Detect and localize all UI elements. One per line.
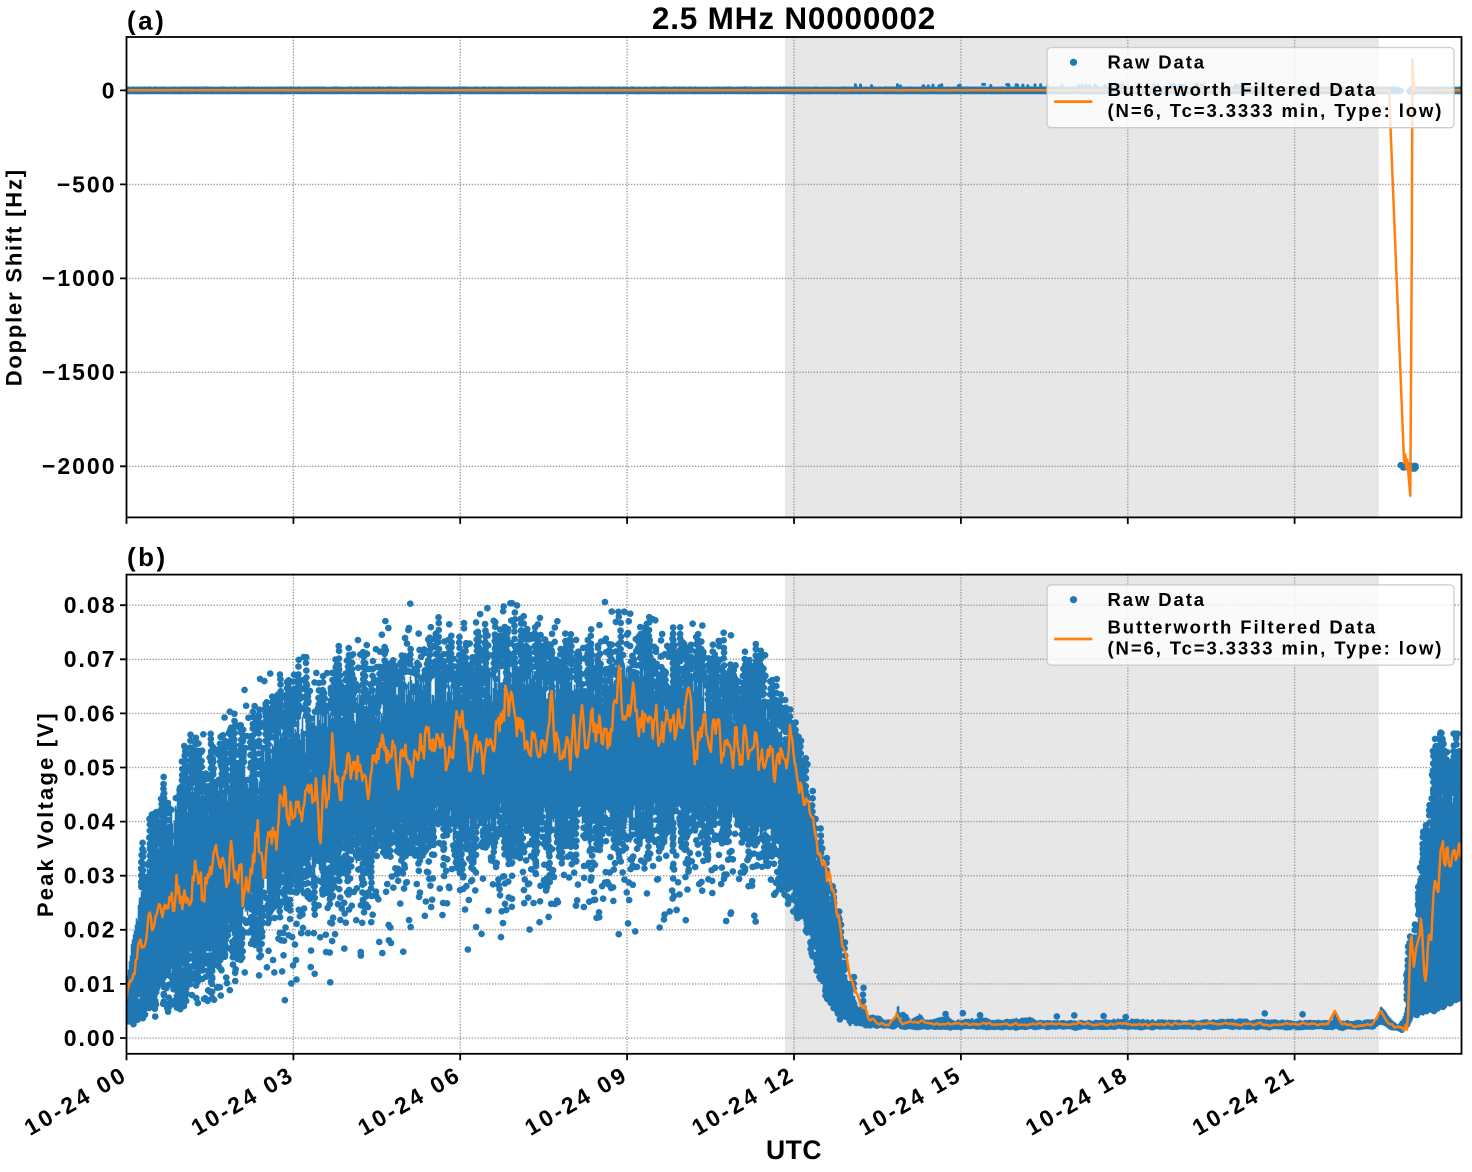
svg-text:0.07: 0.07 xyxy=(64,646,117,672)
svg-text:Raw Data: Raw Data xyxy=(1108,589,1206,610)
svg-text:−1500: −1500 xyxy=(42,359,117,385)
svg-text:(N=6, Tc=3.3333 min, Type: low: (N=6, Tc=3.3333 min, Type: low) xyxy=(1108,100,1444,121)
svg-text:0.04: 0.04 xyxy=(64,809,117,835)
svg-text:Raw Data: Raw Data xyxy=(1108,52,1206,73)
svg-text:Doppler Shift [Hz]: Doppler Shift [Hz] xyxy=(2,168,27,386)
svg-text:0.01: 0.01 xyxy=(64,971,117,997)
svg-text:2.5 MHz N0000002: 2.5 MHz N0000002 xyxy=(652,0,936,36)
svg-text:−2000: −2000 xyxy=(42,453,117,479)
svg-text:−500: −500 xyxy=(57,171,117,197)
svg-text:0.08: 0.08 xyxy=(64,592,117,618)
svg-text:Butterworth Filtered Data: Butterworth Filtered Data xyxy=(1108,79,1378,100)
svg-text:0.02: 0.02 xyxy=(64,917,117,943)
svg-text:(N=6, Tc=3.3333 min, Type: low: (N=6, Tc=3.3333 min, Type: low) xyxy=(1108,637,1444,658)
svg-text:0.05: 0.05 xyxy=(64,754,117,780)
svg-text:−1000: −1000 xyxy=(42,265,117,291)
svg-text:Butterworth Filtered Data: Butterworth Filtered Data xyxy=(1108,616,1378,637)
svg-text:0.00: 0.00 xyxy=(64,1025,117,1051)
svg-text:(a): (a) xyxy=(127,6,166,36)
svg-text:UTC: UTC xyxy=(766,1135,822,1165)
svg-text:0.03: 0.03 xyxy=(64,863,117,889)
svg-text:0: 0 xyxy=(102,77,117,103)
svg-text:0.06: 0.06 xyxy=(64,700,117,726)
svg-text:Peak Voltage [V]: Peak Voltage [V] xyxy=(33,711,58,917)
svg-text:(b): (b) xyxy=(127,542,168,572)
